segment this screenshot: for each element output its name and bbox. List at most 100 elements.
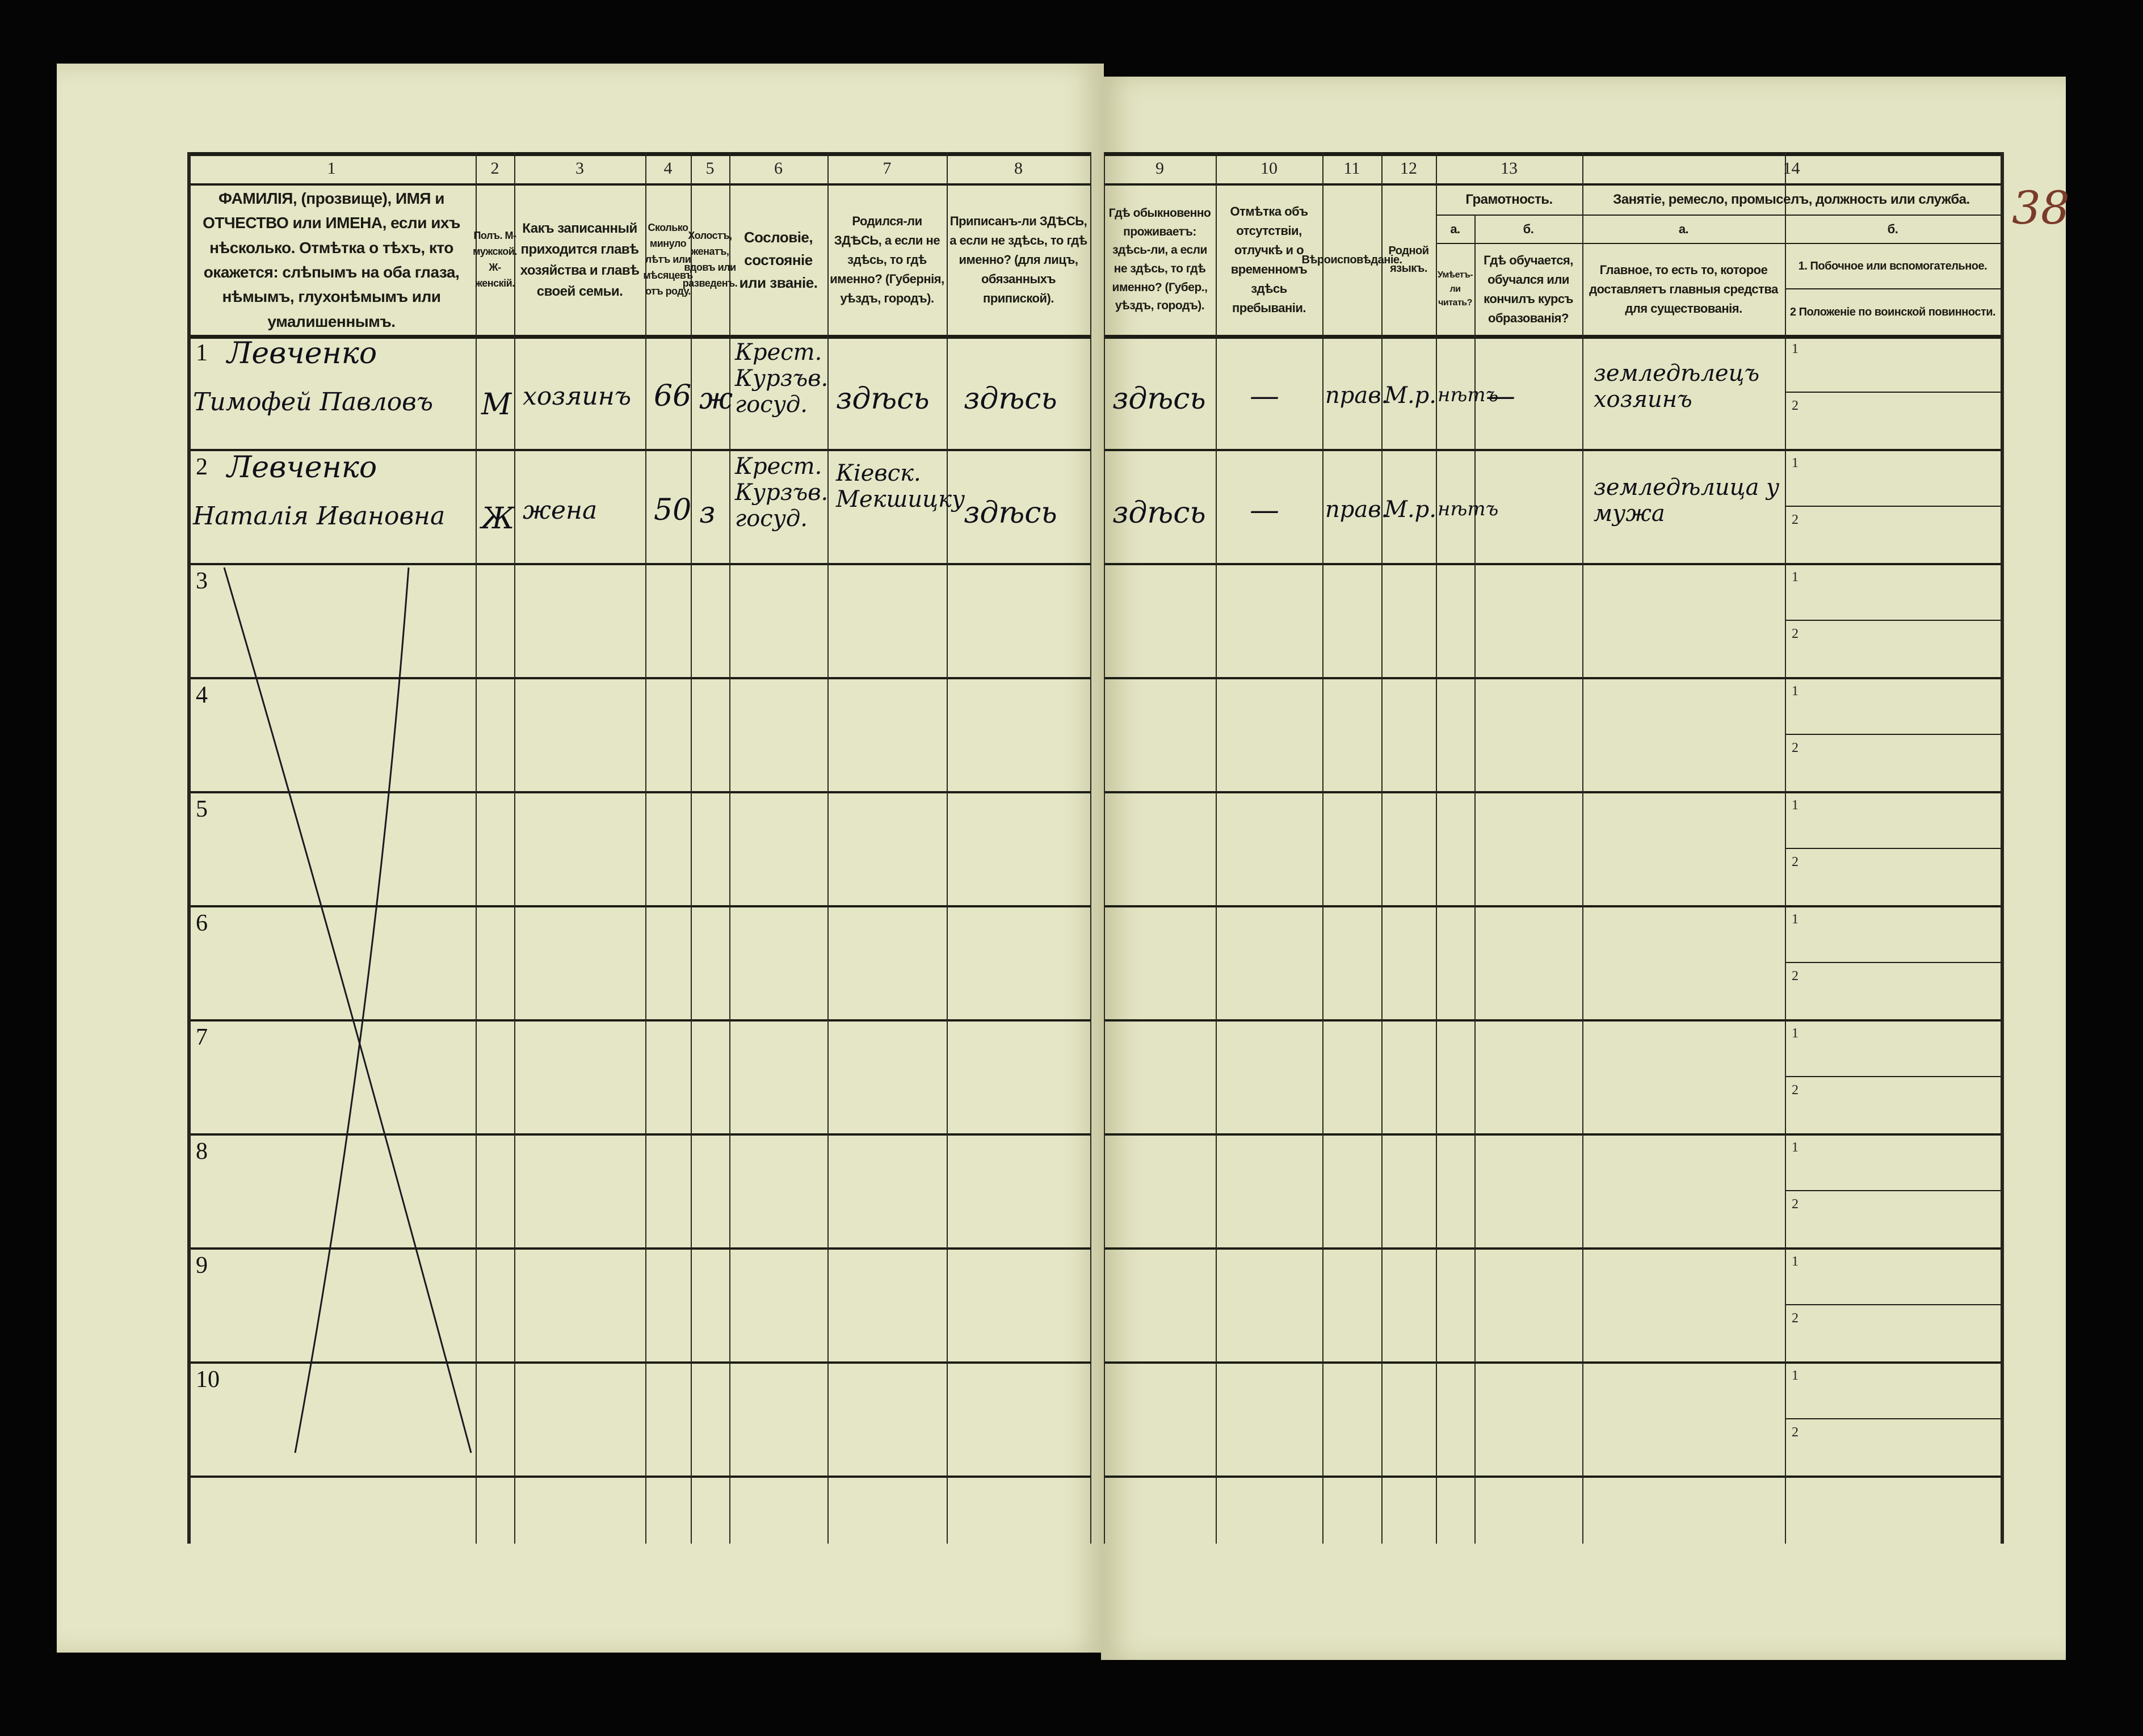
header-c7: Родился-ли ЗДѢСЬ, а если не здѣсь, то гд… [830, 213, 944, 306]
c14b-subrow-line [1785, 1190, 2001, 1191]
row-divider [1104, 1247, 2001, 1250]
entry-registered: здѣсь [964, 496, 1057, 530]
header-bottom-line [187, 335, 1090, 339]
c14b-subrow-line [1785, 1076, 2001, 1077]
header-c11: Вѣроисповѣданіе. [1301, 253, 1402, 266]
column-number: 7 [883, 159, 892, 178]
table-top-border [187, 152, 1090, 156]
row-divider [1104, 449, 2001, 451]
row-number: 10 [196, 1367, 220, 1393]
column-number: 14 [1783, 159, 1800, 178]
header-number-line [187, 183, 1090, 186]
c14b-split-line [1785, 288, 2001, 289]
subrow-label-1: 1 [1792, 1254, 1799, 1269]
c14b-subrow-line [1785, 392, 2001, 393]
header-c14b1: 1. Побочное или вспомогательное. [1798, 259, 1987, 272]
row-divider [1104, 1133, 2001, 1136]
entry-absence: — [1250, 379, 1279, 413]
column-line [1216, 152, 1217, 1544]
column-line [1582, 152, 1583, 1544]
header-bottom-line [1104, 335, 2001, 339]
subletter-line [1436, 243, 2001, 244]
entry-sex: М [481, 388, 512, 422]
entry-surname: Левченко [227, 337, 377, 371]
cross-line-2 [294, 567, 410, 1453]
row-divider [1104, 677, 2001, 679]
column-line [2001, 152, 2004, 1544]
subrow-label-2: 2 [1792, 1311, 1799, 1326]
row-number: 8 [196, 1138, 208, 1165]
row-divider [1104, 1361, 2001, 1364]
subrow-label-2: 2 [1792, 1425, 1799, 1440]
column-number: 1 [327, 159, 336, 178]
column-line [691, 152, 692, 1544]
c14b-subrow-line [1785, 1418, 2001, 1419]
row-divider [187, 1361, 1090, 1364]
entry-language: М.р. [1384, 382, 1436, 409]
group-header-line [1436, 215, 2001, 216]
entry-born: Кіевск. Мекшицку [836, 460, 965, 512]
subrow-label-1: 1 [1792, 1140, 1799, 1155]
row-divider [187, 563, 1090, 565]
header-c14b2: 2 Положеніе по воинской повинности. [1789, 305, 1996, 318]
row-divider [1104, 563, 2001, 565]
column-number: 9 [1155, 159, 1164, 178]
entry-occupation-main: земледѣлецъ хозяинъ [1594, 360, 1760, 413]
column-line [476, 152, 477, 1544]
header-c13: Грамотность. [1465, 192, 1553, 208]
entry-absence: — [1250, 493, 1279, 527]
row-divider [1104, 791, 2001, 793]
c14b-subrow-line [1785, 506, 2001, 507]
entry-name: Тимофей Павловъ [193, 388, 434, 417]
subrow-label-2: 2 [1792, 969, 1799, 983]
entry-language: М.р. [1384, 497, 1436, 523]
entry-religion: прав. [1325, 497, 1389, 523]
entry-estate: Крест. Курзъв. госуд. [735, 339, 829, 418]
row-divider [1104, 1476, 2001, 1478]
table-top-border [1104, 152, 2001, 156]
header-c2: Полъ. М-мужской. Ж-женскій. [473, 230, 517, 289]
subrow-label-1: 1 [1792, 1026, 1799, 1041]
entry-marital: з [699, 496, 716, 530]
subrow-label-2: 2 [1792, 627, 1799, 641]
header-c8: Приписанъ-ли ЗДѢСЬ, а если не здѣсь, то … [949, 213, 1087, 306]
column-number: 5 [705, 159, 715, 178]
subrow-label-2: 2 [1792, 1083, 1799, 1098]
column-line [1322, 152, 1323, 1544]
row-number: 1 [196, 340, 208, 366]
subrow-label-1: 1 [1792, 1368, 1799, 1383]
subrow-label-1: 1 [1792, 912, 1799, 927]
column-number: 13 [1501, 159, 1518, 178]
entry-born: здѣсь [836, 382, 930, 416]
column-line [1090, 152, 1091, 1544]
header-c13b_letter: б. [1523, 221, 1534, 236]
subrow-label-1: 1 [1792, 456, 1799, 470]
header-number-line [1104, 183, 2001, 186]
column-number: 6 [774, 159, 783, 178]
subrow-label-1: 1 [1792, 684, 1799, 699]
header-c14b_letter: б. [1887, 221, 1898, 236]
row-divider [187, 449, 1090, 451]
header-c13a: Умѣетъ-ли читать? [1437, 270, 1473, 308]
column-line [1785, 152, 1786, 1544]
row-divider [187, 1019, 1090, 1022]
sheet-number: 38 [2012, 182, 2070, 234]
left-page [57, 64, 1104, 1653]
row-divider [1104, 1019, 2001, 1022]
entry-relation: хозяинъ [523, 382, 632, 411]
subrow-label-2: 2 [1792, 512, 1799, 527]
subrow-label-2: 2 [1792, 398, 1799, 413]
header-c1: ФАМИЛІЯ, (прозвище), ИМЯ и ОТЧЕСТВО или … [203, 189, 460, 330]
header-c14a: Главное, то есть то, которое доставляетъ… [1589, 262, 1778, 316]
subrow-label-2: 2 [1792, 855, 1799, 869]
header-c3: Какъ записанный приходится главѣ хозяйст… [520, 220, 640, 300]
row-divider [187, 1247, 1090, 1250]
subrow-label-2: 2 [1792, 1197, 1799, 1212]
c14b-subrow-line [1785, 620, 2001, 621]
entry-name: Наталія Ивановна [193, 502, 446, 531]
column-line [729, 152, 730, 1544]
row-divider [187, 905, 1090, 907]
entry-surname: Левченко [227, 451, 377, 485]
entry-resides: здѣсь [1112, 496, 1206, 530]
